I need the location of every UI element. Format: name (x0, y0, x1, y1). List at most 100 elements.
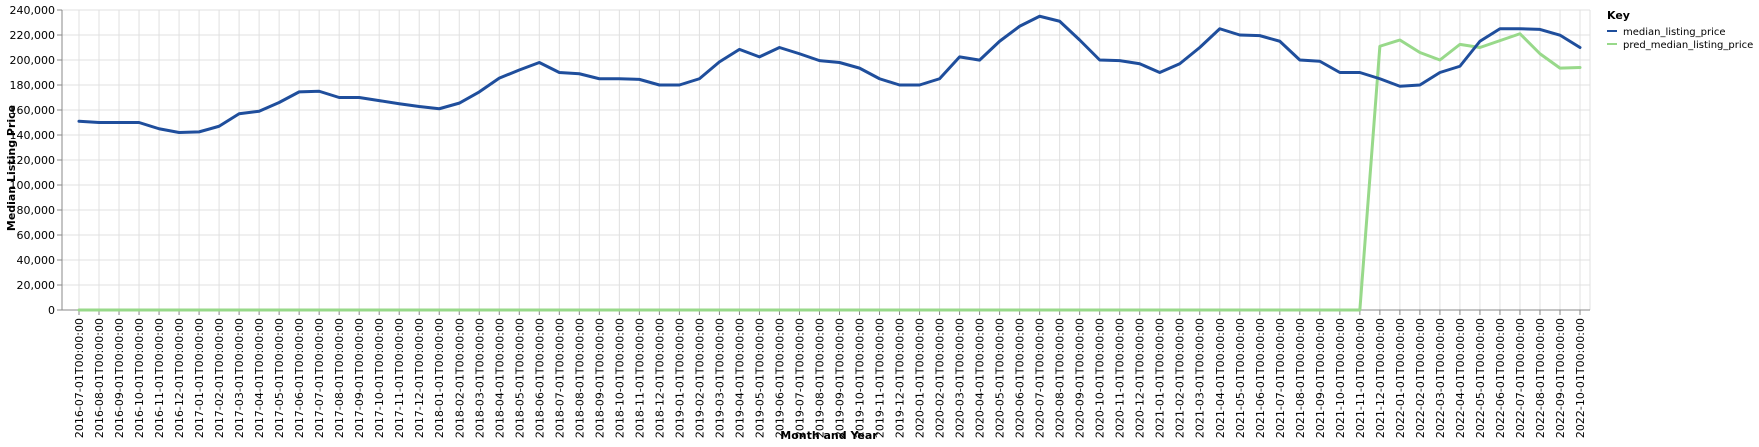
legend-label-median_listing_price: median_listing_price (1623, 27, 1726, 38)
x-tick-label: 2021-09-01T00:00:00 (1314, 318, 1327, 438)
x-tick-label: 2019-09-01T00:00:00 (834, 318, 847, 438)
x-tick-label: 2017-06-01T00:00:00 (293, 318, 306, 438)
x-tick-label: 2018-10-01T00:00:00 (613, 318, 626, 438)
y-tick-label: 20,000 (17, 279, 56, 292)
legend-label-pred_median_listing_price: pred_median_listing_price (1623, 40, 1753, 51)
x-tick-label: 2022-06-01T00:00:00 (1494, 318, 1507, 438)
x-tick-label: 2021-03-01T00:00:00 (1194, 318, 1207, 438)
x-tick-label: 2018-01-01T00:00:00 (433, 318, 446, 438)
x-tick-label: 2019-04-01T00:00:00 (733, 318, 746, 438)
y-tick-label: 100,000 (10, 179, 56, 192)
x-tick-label: 2020-03-01T00:00:00 (954, 318, 967, 438)
x-tick-label: 2016-11-01T00:00:00 (153, 318, 166, 438)
y-tick-label: 140,000 (10, 129, 56, 142)
x-tick-label: 2018-02-01T00:00:00 (453, 318, 466, 438)
series-line-median_listing_price (77, 14, 1582, 134)
legend-items: median_listing_price pred_median_listing_… (1607, 27, 1753, 51)
x-tick-label: 2017-04-01T00:00:00 (253, 318, 266, 438)
x-tick-label: 2019-08-01T00:00:00 (813, 318, 826, 438)
x-tick-label: 2018-08-01T00:00:00 (573, 318, 586, 438)
x-tick-label: 2018-11-01T00:00:00 (633, 318, 646, 438)
x-tick-label: 2018-06-01T00:00:00 (533, 318, 546, 438)
x-tick-label: 2022-01-01T00:00:00 (1394, 318, 1407, 438)
x-tick-label: 2021-01-01T00:00:00 (1154, 318, 1167, 438)
x-tick-label: 2019-07-01T00:00:00 (793, 318, 806, 438)
x-tick-label: 2017-05-01T00:00:00 (273, 318, 286, 438)
x-tick-label: 2016-12-01T00:00:00 (173, 318, 186, 438)
x-tick-label: 2021-10-01T00:00:00 (1334, 318, 1347, 438)
y-tick-label: 180,000 (10, 79, 56, 92)
x-tick-label: 2017-08-01T00:00:00 (333, 318, 346, 438)
y-tick-label: 40,000 (17, 254, 56, 267)
x-tick-label: 2020-09-01T00:00:00 (1074, 318, 1087, 438)
x-tick-label: 2019-02-01T00:00:00 (693, 318, 706, 438)
x-tick-label: 2020-06-01T00:00:00 (1014, 318, 1027, 438)
x-tick-label: 2019-10-01T00:00:00 (854, 318, 867, 438)
y-tick-label: 80,000 (17, 204, 56, 217)
x-tick-label: 2020-11-01T00:00:00 (1114, 318, 1127, 438)
x-tick-label: 2021-08-01T00:00:00 (1294, 318, 1307, 438)
x-tick-label: 2018-07-01T00:00:00 (553, 318, 566, 438)
y-tick-label: 0 (48, 304, 55, 317)
x-tick-label: 2021-05-01T00:00:00 (1234, 318, 1247, 438)
x-tick-label: 2017-07-01T00:00:00 (313, 318, 326, 438)
x-tick-label: 2017-01-01T00:00:00 (193, 318, 206, 438)
x-tick-label: 2019-03-01T00:00:00 (713, 318, 726, 438)
y-tick-label: 240,000 (10, 4, 56, 17)
x-tick-label: 2022-07-01T00:00:00 (1514, 318, 1527, 438)
x-tick-label: 2022-04-01T00:00:00 (1454, 318, 1467, 438)
x-tick-label: 2022-10-01T00:00:00 (1574, 318, 1587, 438)
x-tick-label: 2020-01-01T00:00:00 (914, 318, 927, 438)
legend-title: Key (1607, 9, 1630, 22)
x-tick-label: 2021-11-01T00:00:00 (1354, 318, 1367, 438)
x-tick-label: 2022-08-01T00:00:00 (1534, 318, 1547, 438)
x-tick-label: 2017-10-01T00:00:00 (373, 318, 386, 438)
x-axis-title: Month and Year (780, 429, 878, 442)
x-tick-label: 2019-11-01T00:00:00 (874, 318, 887, 438)
x-tick-label: 2018-09-01T00:00:00 (593, 318, 606, 438)
x-tick-label: 2016-07-01T00:00:00 (73, 318, 86, 438)
x-tick-label: 2017-03-01T00:00:00 (233, 318, 246, 438)
x-tick-label: 2022-05-01T00:00:00 (1474, 318, 1487, 438)
legend: Key median_listing_price pred_median_list… (1607, 9, 1753, 51)
grid (62, 9, 1591, 311)
x-tick-label: 2020-02-01T00:00:00 (934, 318, 947, 438)
x-tick-label: 2020-05-01T00:00:00 (994, 318, 1007, 438)
x-tick-label: 2016-10-01T00:00:00 (133, 318, 146, 438)
x-tick-label: 2020-08-01T00:00:00 (1054, 318, 1067, 438)
x-tick-label: 2022-02-01T00:00:00 (1414, 318, 1427, 438)
x-tick-label: 2019-01-01T00:00:00 (673, 318, 686, 438)
x-tick-label: 2021-04-01T00:00:00 (1214, 318, 1227, 438)
x-tick-label: 2018-12-01T00:00:00 (653, 318, 666, 438)
x-tick-label: 2022-09-01T00:00:00 (1554, 318, 1567, 438)
x-tick-label: 2016-08-01T00:00:00 (93, 318, 106, 438)
y-axis-title: Median Listing Price (5, 105, 18, 231)
x-tick-label: 2019-06-01T00:00:00 (773, 318, 786, 438)
y-tick-label: 160,000 (10, 104, 56, 117)
series-lines (77, 14, 1582, 312)
x-tick-label: 2020-10-01T00:00:00 (1094, 318, 1107, 438)
series-line-pred_median_listing_price (77, 32, 1582, 312)
x-tick-label: 2019-05-01T00:00:00 (753, 318, 766, 438)
x-tick-label: 2021-07-01T00:00:00 (1274, 318, 1287, 438)
y-tick-label: 120,000 (10, 154, 56, 167)
x-tick-label: 2018-04-01T00:00:00 (493, 318, 506, 438)
y-tick-label: 60,000 (17, 229, 56, 242)
x-tick-label: 2018-03-01T00:00:00 (473, 318, 486, 438)
x-tick-label: 2016-09-01T00:00:00 (113, 318, 126, 438)
x-tick-label: 2022-03-01T00:00:00 (1434, 318, 1447, 438)
x-tick-label: 2020-07-01T00:00:00 (1034, 318, 1047, 438)
x-tick-label: 2017-09-01T00:00:00 (353, 318, 366, 438)
x-tick-label: 2020-04-01T00:00:00 (974, 318, 987, 438)
x-tick-label: 2021-02-01T00:00:00 (1174, 318, 1187, 438)
x-tick-label: 2021-12-01T00:00:00 (1374, 318, 1387, 438)
y-tick-label: 220,000 (10, 29, 56, 42)
x-tick-label: 2017-12-01T00:00:00 (413, 318, 426, 438)
x-tick-label: 2021-06-01T00:00:00 (1254, 318, 1267, 438)
x-tick-label: 2017-02-01T00:00:00 (213, 318, 226, 438)
x-tick-label: 2020-12-01T00:00:00 (1134, 318, 1147, 438)
x-tick-label: 2017-11-01T00:00:00 (393, 318, 406, 438)
x-tick-label: 2019-12-01T00:00:00 (894, 318, 907, 438)
